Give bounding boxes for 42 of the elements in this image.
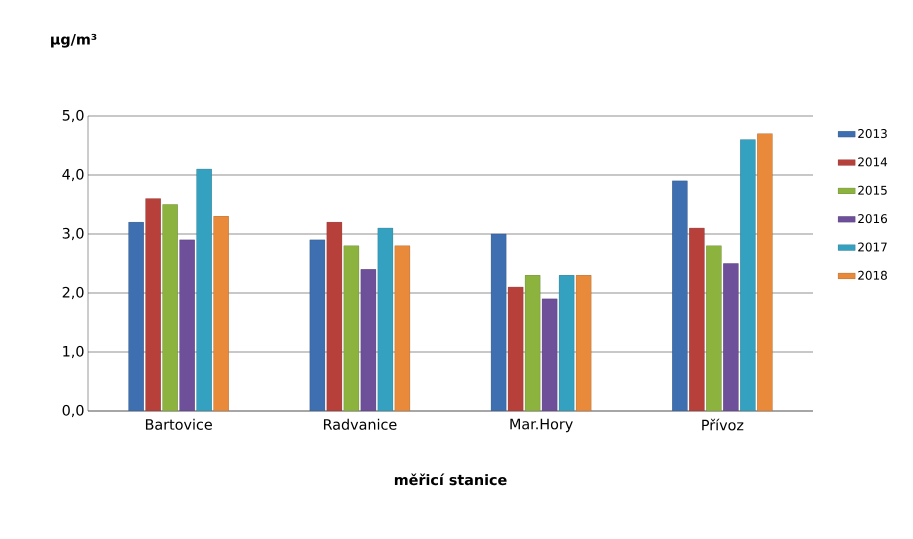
y-tick-label: 5,0 <box>62 110 84 122</box>
bar <box>757 134 773 411</box>
bar <box>145 198 161 411</box>
x-tick-label: Přívoz <box>702 418 744 430</box>
bar <box>723 263 739 411</box>
x-tick-label: Mar.Hory <box>510 418 573 432</box>
bar <box>490 234 506 411</box>
x-tick-label: Bartovice <box>146 418 212 430</box>
y-axis-title: µg/m³ <box>51 34 96 48</box>
bar <box>576 275 592 411</box>
bar <box>524 275 540 411</box>
bar <box>326 222 342 411</box>
legend-label: 2018 <box>858 270 887 280</box>
bar <box>542 298 558 411</box>
bar <box>558 275 574 411</box>
bar <box>128 222 144 411</box>
y-tick-label: 2,0 <box>62 286 84 300</box>
bar <box>672 180 688 411</box>
bar <box>706 246 722 411</box>
legend-label: 2013 <box>858 129 887 138</box>
bar <box>344 246 360 411</box>
bar <box>689 228 705 411</box>
y-tick-label: 0,0 <box>62 404 84 418</box>
bar <box>394 246 410 411</box>
bar <box>310 240 326 411</box>
x-axis-title: měřicí stanice <box>394 474 507 486</box>
bar <box>162 204 178 411</box>
y-tick-label: 4,0 <box>62 168 84 182</box>
bar <box>196 168 212 411</box>
legend-label: 2016 <box>858 214 888 224</box>
legend-label: 2015 <box>858 186 887 195</box>
y-tick-label: 3,0 <box>62 228 84 240</box>
bar <box>378 228 394 411</box>
y-tick-label: 1,0 <box>63 346 84 358</box>
bar <box>360 269 376 411</box>
x-tick-label: Radvanice <box>324 418 396 430</box>
bar <box>740 139 756 411</box>
bar <box>508 286 524 411</box>
bar <box>179 240 195 411</box>
bar <box>213 216 229 411</box>
legend-label: 2017 <box>858 242 887 252</box>
legend-label: 2014 <box>858 157 888 166</box>
